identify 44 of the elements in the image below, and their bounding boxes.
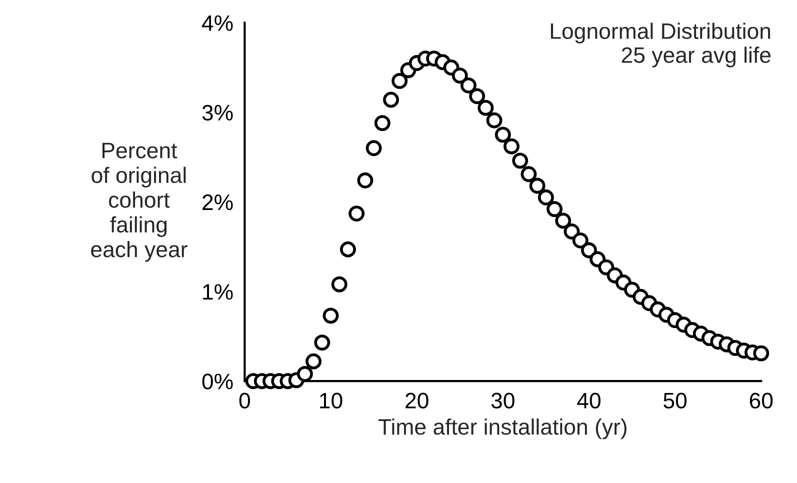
point bbox=[494, 126, 511, 143]
point bbox=[469, 88, 486, 104]
x-tick-label: 0 bbox=[239, 392, 250, 409]
point bbox=[486, 112, 502, 128]
point bbox=[314, 334, 330, 351]
point bbox=[753, 345, 770, 362]
point bbox=[374, 115, 390, 132]
x-tick-label: 40 bbox=[577, 392, 600, 409]
point bbox=[331, 276, 348, 292]
x-tick-label: 20 bbox=[406, 392, 428, 409]
y-tick-label: 1% bbox=[203, 284, 233, 300]
point bbox=[366, 140, 382, 156]
y-tick-label: 4% bbox=[202, 15, 233, 31]
x-tick-label: 10 bbox=[320, 392, 342, 409]
y-axis-title: Percent of original cohort failing each year bbox=[91, 142, 188, 262]
point bbox=[581, 242, 597, 258]
x-tick-label: 30 bbox=[491, 392, 514, 409]
point bbox=[520, 166, 537, 182]
x-tick-label: 60 bbox=[750, 392, 773, 409]
y-tick-label: 2% bbox=[202, 194, 233, 210]
point bbox=[357, 172, 374, 188]
point bbox=[296, 366, 313, 382]
point bbox=[564, 223, 580, 240]
point bbox=[546, 201, 563, 218]
point bbox=[478, 100, 494, 116]
point bbox=[322, 308, 339, 324]
x-tick-label: 50 bbox=[664, 392, 687, 409]
point bbox=[555, 212, 572, 229]
point bbox=[452, 68, 468, 84]
point bbox=[504, 138, 520, 154]
point bbox=[460, 77, 476, 94]
point bbox=[340, 241, 356, 258]
point bbox=[538, 189, 554, 206]
y-tick-label: 3% bbox=[202, 104, 233, 121]
point bbox=[572, 232, 588, 248]
y-tick-label: 0% bbox=[202, 374, 233, 390]
x-axis-title: Time after installation (yr) bbox=[378, 418, 626, 440]
point bbox=[306, 353, 322, 370]
annotation: Lognormal Distribution 25 year avg life bbox=[550, 22, 770, 68]
point bbox=[529, 178, 546, 194]
point bbox=[383, 92, 399, 108]
point bbox=[348, 206, 365, 222]
point bbox=[392, 72, 408, 89]
point bbox=[512, 152, 528, 169]
